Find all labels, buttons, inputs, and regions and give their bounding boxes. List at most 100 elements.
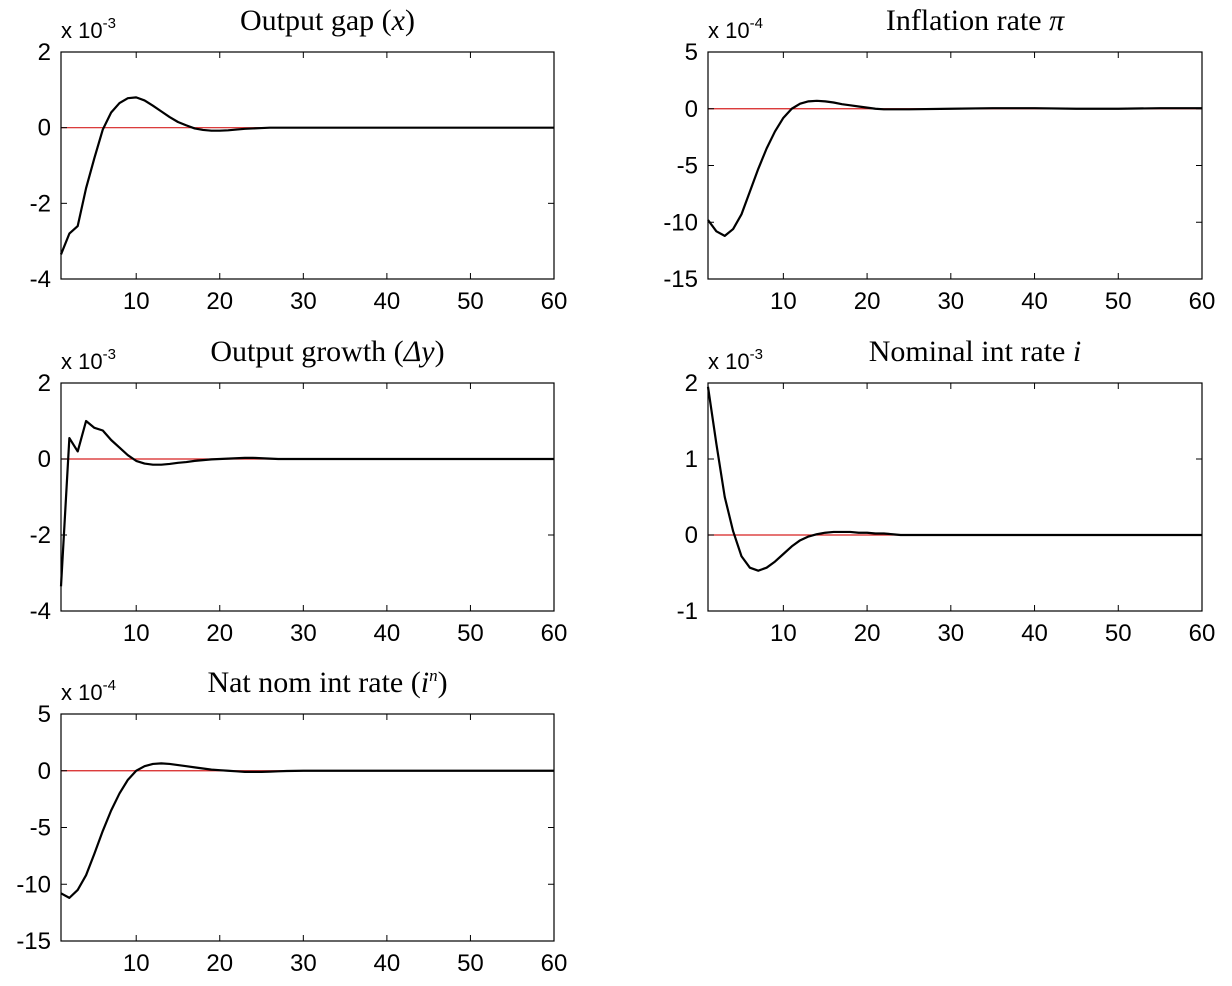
x-tick-label: 10 [123,950,150,977]
panel-title-symbol: x [391,4,406,37]
y-tick-label: 0 [38,446,51,473]
y-tick-label: 2 [685,370,698,397]
y-tick-label: -4 [30,266,51,293]
x-tick-label: 10 [770,620,797,647]
y-multiplier-exponent: -4 [750,15,763,32]
y-tick-label: 0 [685,522,698,549]
x-tick-label: 40 [374,950,401,977]
panel-title: Output growth (Δy) [210,335,444,368]
y-tick-label: -2 [30,522,51,549]
panel-title: Inflation rate π [886,4,1065,37]
y-tick-label: 5 [38,701,51,728]
y-tick-label: 1 [685,446,698,473]
axes-box [60,382,555,612]
x-tick-label: 40 [1021,288,1048,315]
y-tick-label: 2 [38,370,51,397]
panel-2: 10 20 30 40 50 60 -15 -10 -5 0 5 x 10-4 Inflation ra… [663,4,1215,315]
x-tick-label: 50 [1105,620,1132,647]
panel-4: 10 20 30 40 50 60 -1 0 1 2 x 10-3 Nominal int rate … [677,335,1216,647]
y-multiplier: x 10-4 [708,15,763,43]
y-multiplier-exponent: -3 [103,346,116,363]
panel-title-symbol: Δy [403,335,436,368]
y-tick-label: -1 [677,598,698,625]
y-multiplier: x 10-4 [61,677,116,705]
panel-title-close: ) [438,666,448,699]
axes-box [707,51,1203,280]
x-tick-label: 30 [937,620,964,647]
y-multiplier-exponent: -3 [750,346,763,363]
response-line-1 [60,762,554,899]
y-multiplier-exponent: -4 [103,677,116,694]
axes-box [707,382,1203,612]
x-tick-label: 10 [770,288,797,315]
x-tick-label: 20 [206,620,233,647]
y-multiplier: x 10-3 [61,15,116,43]
response-line-1 [59,96,554,255]
response-line-1 [706,386,1202,572]
y-multiplier-base: x 10 [708,349,750,374]
y-tick-label: -5 [677,153,698,180]
x-tick-label: 50 [457,620,484,647]
panel-title: Nominal int rate i [869,335,1081,368]
panel-title-superscript: n [429,666,438,685]
y-tick-label: 2 [38,39,51,66]
panel-title: Nat nom int rate (in) [207,666,447,699]
panel-title-text: Nominal int rate [869,335,1073,368]
y-tick-label: 0 [38,115,51,142]
y-multiplier-base: x 10 [708,18,750,43]
y-tick-label: -15 [16,928,51,955]
x-tick-label: 30 [290,950,317,977]
axes-box [60,51,555,280]
x-tick-label: 10 [123,620,150,647]
y-multiplier: x 10-3 [708,346,763,374]
panel-title-symbol: i [421,666,429,699]
axes-box [60,713,555,942]
y-tick-label: 5 [685,39,698,66]
y-multiplier: x 10-3 [61,346,116,374]
x-tick-label: 50 [1105,288,1132,315]
panel-title-symbol: i [1073,335,1081,368]
y-tick-label: 0 [685,96,698,123]
y-tick-label: -5 [30,815,51,842]
panel-title: Output gap (x) [240,4,415,37]
y-tick-label: -4 [30,598,51,625]
x-tick-label: 40 [374,620,401,647]
x-tick-label: 30 [290,288,317,315]
panel-title-text: Inflation rate [886,4,1049,37]
x-tick-label: 20 [206,288,233,315]
y-tick-label: -15 [663,266,698,293]
y-multiplier-base: x 10 [61,18,103,43]
y-tick-label: 0 [38,758,51,785]
x-tick-label: 60 [1189,620,1216,647]
panel-5: 10 20 30 40 50 60 -15 -10 -5 0 5 x 10-4 Nat nom int … [16,666,567,977]
panel-title-text: Output growth ( [210,335,403,368]
y-multiplier-base: x 10 [61,349,103,374]
panel-title-close: ) [405,4,415,37]
x-tick-label: 40 [374,288,401,315]
x-tick-label: 60 [541,620,568,647]
panel-title-close: ) [435,335,445,368]
panel-3: 10 20 30 40 50 60 -4 -2 0 2 x 10-3 Output growth (Δ… [30,335,568,647]
x-tick-label: 20 [854,620,881,647]
panel-title-symbol: π [1049,4,1065,37]
x-tick-label: 60 [1189,288,1216,315]
y-tick-label: -2 [30,190,51,217]
response-line-1 [59,419,554,587]
x-tick-label: 10 [123,288,150,315]
x-tick-label: 50 [457,950,484,977]
panel-1: 10 20 30 40 50 60 -4 -2 0 2 x 10-3 Output gap (x) [30,4,568,315]
response-line-1 [707,99,1202,237]
x-tick-label: 60 [541,950,568,977]
x-tick-label: 20 [206,950,233,977]
x-tick-label: 30 [290,620,317,647]
panel-title-text: Nat nom int rate ( [207,666,420,699]
x-tick-label: 30 [937,288,964,315]
x-tick-label: 40 [1021,620,1048,647]
panel-title-text: Output gap ( [240,4,392,37]
y-tick-label: -10 [663,209,698,236]
x-tick-label: 60 [541,288,568,315]
y-tick-label: -10 [16,871,51,898]
y-multiplier-exponent: -3 [103,15,116,32]
